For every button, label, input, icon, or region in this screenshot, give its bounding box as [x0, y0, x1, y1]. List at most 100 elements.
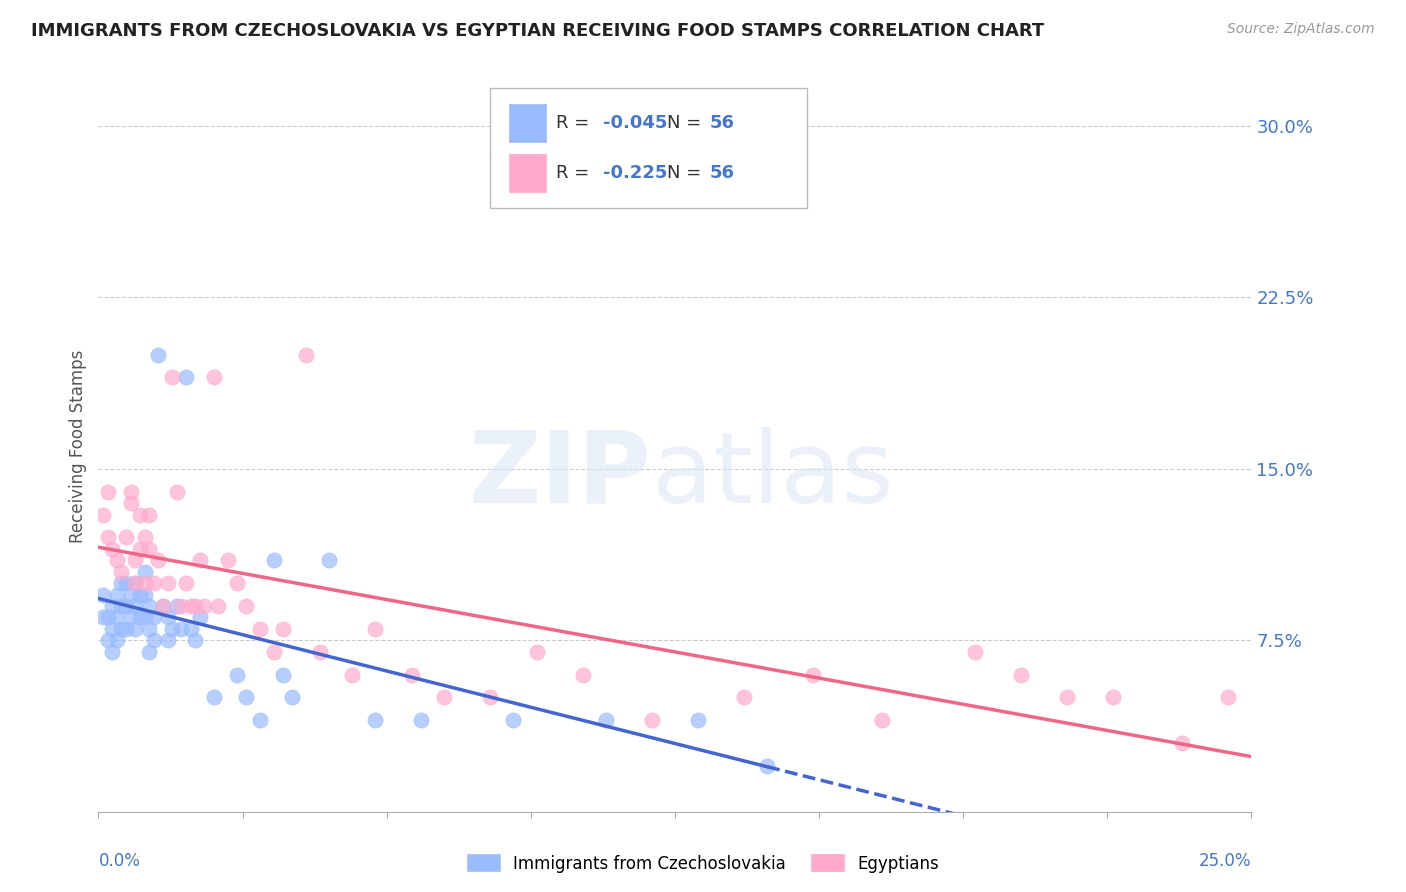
Point [595, 714, 617, 728]
Point [170, 622, 193, 636]
Text: N =: N = [666, 164, 707, 182]
Point [156, 576, 179, 591]
Point [138, 508, 160, 522]
Point [202, 690, 225, 705]
Point [115, 530, 138, 544]
FancyBboxPatch shape [509, 153, 546, 192]
Point [101, 599, 124, 613]
Point [134, 530, 156, 544]
Point [124, 576, 146, 591]
Point [225, 576, 247, 591]
Point [502, 714, 524, 728]
Point [166, 599, 188, 613]
Text: R =: R = [557, 114, 595, 132]
Point [207, 599, 229, 613]
FancyBboxPatch shape [509, 104, 546, 142]
Point [138, 599, 160, 613]
Point [110, 565, 132, 579]
Point [124, 622, 146, 636]
Point [129, 541, 152, 556]
Point [249, 622, 271, 636]
Point [120, 484, 142, 499]
Point [120, 496, 142, 510]
Point [263, 553, 285, 567]
Point [180, 599, 202, 613]
Point [433, 690, 456, 705]
Point [110, 622, 132, 636]
Text: R =: R = [557, 164, 595, 182]
Point [134, 565, 156, 579]
Text: 56: 56 [710, 114, 734, 132]
Point [526, 645, 548, 659]
Point [188, 553, 211, 567]
Point [202, 370, 225, 384]
Point [129, 508, 152, 522]
Point [156, 633, 179, 648]
Point [148, 553, 170, 567]
Point [97, 610, 120, 624]
Point [188, 610, 211, 624]
Point [281, 690, 304, 705]
Point [193, 599, 215, 613]
Text: IMMIGRANTS FROM CZECHOSLOVAKIA VS EGYPTIAN RECEIVING FOOD STAMPS CORRELATION CHA: IMMIGRANTS FROM CZECHOSLOVAKIA VS EGYPTI… [31, 22, 1045, 40]
Point [152, 599, 174, 613]
Point [101, 645, 124, 659]
Point [142, 633, 165, 648]
Point [963, 645, 986, 659]
Point [115, 599, 138, 613]
Point [91, 588, 114, 602]
Point [733, 690, 755, 705]
Point [138, 622, 160, 636]
Text: N =: N = [666, 114, 707, 132]
Point [129, 610, 152, 624]
Point [115, 622, 138, 636]
Point [174, 370, 197, 384]
Point [120, 588, 142, 602]
Point [217, 553, 239, 567]
Point [801, 667, 824, 681]
Point [134, 610, 156, 624]
Text: 25.0%: 25.0% [1199, 852, 1251, 870]
Point [364, 622, 387, 636]
Point [124, 599, 146, 613]
Point [364, 714, 387, 728]
Point [872, 714, 894, 728]
Point [295, 347, 318, 362]
Point [166, 484, 188, 499]
Point [134, 588, 156, 602]
Point [120, 610, 142, 624]
Point [97, 633, 120, 648]
Point [411, 714, 433, 728]
Legend: Immigrants from Czechoslovakia, Egyptians: Immigrants from Czechoslovakia, Egyptian… [460, 847, 946, 880]
Point [686, 714, 709, 728]
Point [1056, 690, 1078, 705]
Point [225, 667, 247, 681]
Point [152, 599, 174, 613]
Point [271, 667, 294, 681]
Text: ZIP: ZIP [470, 426, 652, 524]
Point [184, 599, 207, 613]
Point [1010, 667, 1032, 681]
Point [115, 576, 138, 591]
Point [110, 576, 132, 591]
Point [308, 645, 330, 659]
Text: -0.225: -0.225 [603, 164, 668, 182]
Point [105, 553, 128, 567]
Text: 56: 56 [710, 164, 734, 182]
Point [249, 714, 271, 728]
Text: Source: ZipAtlas.com: Source: ZipAtlas.com [1227, 22, 1375, 37]
Point [105, 633, 128, 648]
Point [156, 610, 179, 624]
Point [184, 633, 207, 648]
Point [401, 667, 423, 681]
Point [160, 370, 183, 384]
Point [1171, 736, 1194, 750]
Point [124, 576, 146, 591]
Text: atlas: atlas [652, 426, 893, 524]
Point [479, 690, 502, 705]
Point [235, 599, 257, 613]
Point [174, 576, 197, 591]
Point [142, 610, 165, 624]
Point [160, 622, 183, 636]
Point [756, 759, 779, 773]
